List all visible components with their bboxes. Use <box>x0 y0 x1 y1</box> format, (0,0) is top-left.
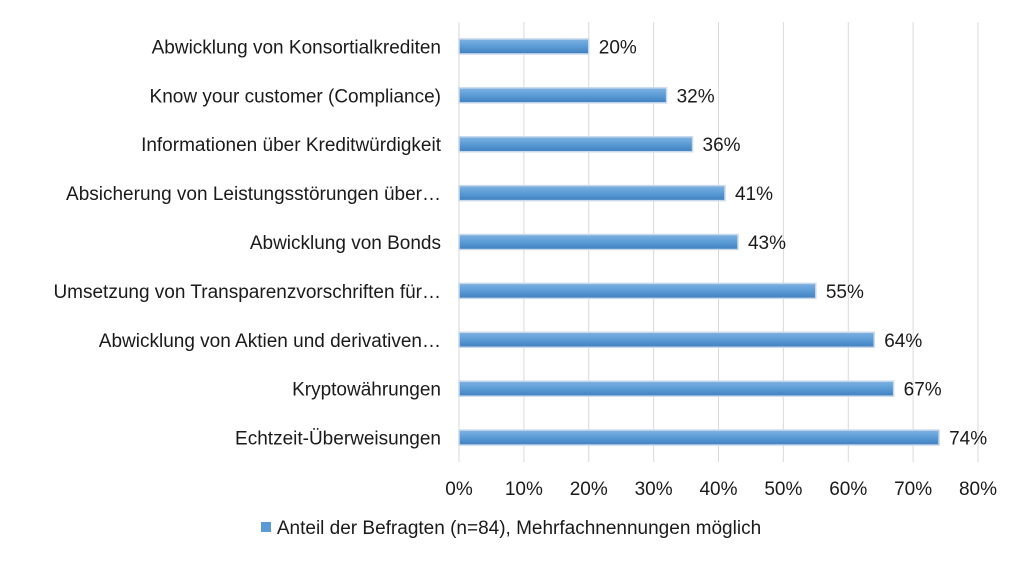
bar <box>458 429 940 446</box>
legend-label: Anteil der Befragten (n=84), Mehrfachnen… <box>276 518 762 539</box>
data-label: 20% <box>599 37 637 58</box>
data-label: 43% <box>748 233 786 254</box>
category-label: Umsetzung von Transparenzvorschriften fü… <box>53 282 441 303</box>
bar <box>458 38 590 55</box>
bar <box>458 135 694 153</box>
category-label: Echtzeit-Überweisungen <box>235 429 441 450</box>
data-label: 36% <box>703 135 741 156</box>
x-tick-label: 10% <box>505 479 543 500</box>
bar <box>458 184 726 202</box>
data-label: 74% <box>949 429 987 450</box>
x-axis-ticks: 0% 10% 20% 30% 40% 50% 60% 70% 80% <box>445 479 997 500</box>
bar <box>458 87 668 104</box>
category-label: Absicherung von Leistungsstörungen über… <box>66 184 441 205</box>
x-tick-label: 20% <box>570 479 608 500</box>
category-label: Kryptowährungen <box>292 380 441 401</box>
category-label: Abwicklung von Bonds <box>250 233 441 254</box>
x-tick-label: 40% <box>699 479 737 500</box>
x-tick-label: 50% <box>764 479 802 500</box>
x-tick-label: 0% <box>445 479 473 500</box>
legend: Anteil der Befragten (n=84), Mehrfachnen… <box>0 518 1022 540</box>
category-label: Abwicklung von Konsortialkrediten <box>152 37 441 58</box>
data-label: 32% <box>677 86 715 107</box>
data-label: 67% <box>904 380 942 401</box>
data-label: 41% <box>735 184 773 205</box>
bars <box>458 38 940 446</box>
category-labels: Abwicklung von Konsortialkrediten Know yo… <box>53 37 441 449</box>
x-tick-label: 70% <box>894 479 932 500</box>
data-label: 64% <box>884 331 922 352</box>
category-label: Abwicklung von Aktien und derivativen… <box>99 331 441 352</box>
bar <box>458 282 817 300</box>
category-label: Informationen über Kreditwürdigkeit <box>141 135 442 156</box>
data-label: 55% <box>826 282 864 303</box>
bar <box>458 380 895 397</box>
x-tick-label: 60% <box>829 479 867 500</box>
data-labels: 20% 32% 36% 41% 43% 55% 64% 67% 74% <box>599 37 987 449</box>
x-tick-label: 80% <box>959 479 997 500</box>
bar <box>458 331 875 349</box>
bar <box>458 233 739 251</box>
legend-swatch-icon <box>260 521 271 532</box>
x-tick-label: 30% <box>635 479 673 500</box>
category-label: Know your customer (Compliance) <box>150 86 441 107</box>
